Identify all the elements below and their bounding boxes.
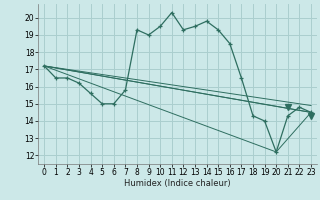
X-axis label: Humidex (Indice chaleur): Humidex (Indice chaleur) [124, 179, 231, 188]
